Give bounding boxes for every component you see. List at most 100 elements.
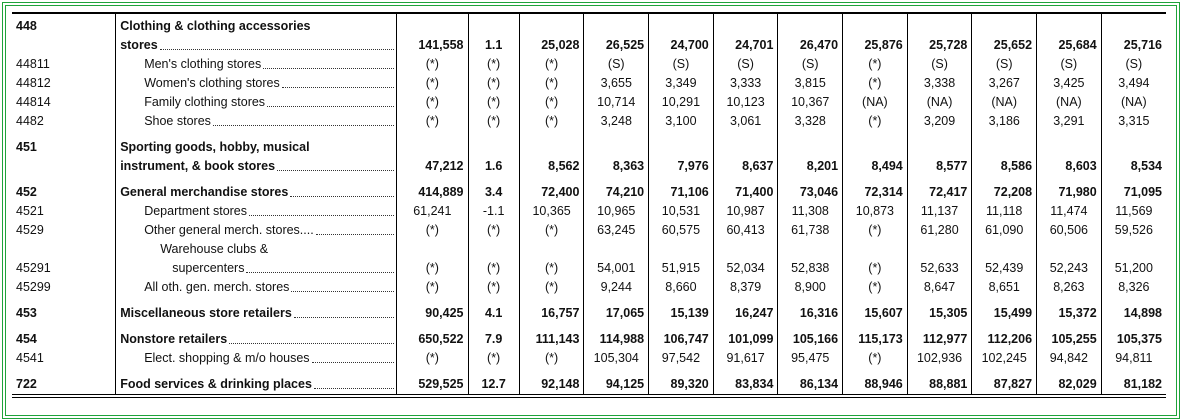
value-cell: 3,291: [1036, 112, 1102, 131]
value-cell: 15,607: [842, 297, 908, 323]
description-text: Elect. shopping & m/o houses: [144, 351, 310, 365]
table-row: 4529 Other general merch. stores.... (*) (*…: [12, 221, 1166, 240]
description-cell: General merchandise stores: [115, 176, 397, 202]
value-cell: 106,747: [648, 323, 714, 349]
value-cell: 112,977: [906, 323, 972, 349]
description-cell: Shoe stores: [115, 112, 397, 131]
value-cell: 88,946: [842, 368, 908, 396]
value-cell: 8,201: [777, 131, 843, 176]
value-cell: 87,827: [971, 368, 1037, 396]
value-cell: 24,701: [712, 13, 778, 55]
leader-dots: [229, 343, 395, 344]
value-cell: 72,400: [518, 176, 584, 202]
description-cell: Men's clothing stores: [115, 55, 397, 74]
description-line: Men's clothing stores: [120, 55, 395, 74]
value-cell: 8,494: [842, 131, 908, 176]
value-cell: 59,526: [1100, 221, 1166, 240]
value-cell: 15,372: [1036, 297, 1102, 323]
value-cell: 10,531: [648, 202, 714, 221]
description-text: Other general merch. stores....: [144, 223, 314, 237]
value-cell: 3.4: [467, 176, 520, 202]
data-table: 448 Clothing & clothing accessories stores…: [12, 12, 1166, 398]
value-cell: 52,633: [906, 240, 972, 278]
description-line: Warehouse clubs &: [120, 240, 394, 259]
value-cell: 1.6: [467, 131, 520, 176]
value-cell: 63,245: [583, 221, 649, 240]
description-line: supercenters: [120, 259, 395, 278]
description-cell: Food services & drinking places: [115, 368, 397, 396]
description-line: Family clothing stores: [120, 93, 395, 112]
code-cell: 4529: [16, 223, 44, 237]
table-row: 722 Food services & drinking places 529,52…: [12, 368, 1166, 396]
value-cell: 16,247: [712, 297, 778, 323]
code-cell: 448: [16, 19, 37, 33]
value-cell: 8,326: [1100, 278, 1166, 297]
value-cell: 414,889: [396, 176, 468, 202]
table-row: 45291 Warehouse clubs & supercenters (*) (*)…: [12, 240, 1166, 278]
leader-dots: [313, 388, 395, 389]
table-row: 4541 Elect. shopping & m/o houses (*) (*) (*…: [12, 349, 1166, 368]
description-cell: All oth. gen. merch. stores: [115, 278, 397, 297]
value-cell: 3,338: [906, 74, 972, 93]
description-cell: Elect. shopping & m/o houses: [115, 349, 397, 368]
value-cell: (S): [906, 55, 972, 74]
value-cell: 81,182: [1100, 368, 1166, 396]
leader-dots: [249, 215, 395, 216]
value-cell: 61,090: [971, 221, 1037, 240]
value-cell: (*): [518, 93, 584, 112]
value-cell: 11,118: [971, 202, 1037, 221]
value-cell: 94,842: [1036, 349, 1102, 368]
value-cell: 15,305: [906, 297, 972, 323]
value-cell: 4.1: [467, 297, 520, 323]
value-cell: 25,028: [518, 13, 584, 55]
value-cell: 11,569: [1100, 202, 1166, 221]
leader-dots: [277, 170, 395, 171]
value-cell: (*): [396, 93, 468, 112]
value-cell: 16,757: [518, 297, 584, 323]
value-cell: (NA): [971, 93, 1037, 112]
value-cell: 3,248: [583, 112, 649, 131]
value-cell: (*): [396, 240, 468, 278]
value-cell: (*): [518, 278, 584, 297]
value-cell: 61,280: [906, 221, 972, 240]
value-cell: 3,333: [712, 74, 778, 93]
value-cell: 25,876: [842, 13, 908, 55]
value-cell: 71,980: [1036, 176, 1102, 202]
description-line: stores: [120, 36, 395, 55]
value-cell: (NA): [906, 93, 972, 112]
value-cell: (*): [396, 349, 468, 368]
code-cell: 452: [16, 185, 37, 199]
description-line: Clothing & clothing accessories: [120, 17, 394, 36]
value-cell: (S): [1036, 55, 1102, 74]
description-line: Food services & drinking places: [120, 375, 395, 394]
value-cell: 94,125: [583, 368, 649, 396]
value-cell: 83,834: [712, 368, 778, 396]
value-cell: 105,304: [583, 349, 649, 368]
value-cell: (*): [518, 240, 584, 278]
value-cell: (*): [842, 74, 908, 93]
value-cell: (*): [467, 93, 520, 112]
value-cell: 25,716: [1100, 13, 1166, 55]
value-cell: 3,061: [712, 112, 778, 131]
value-cell: 71,095: [1100, 176, 1166, 202]
value-cell: (*): [396, 112, 468, 131]
value-cell: (S): [777, 55, 843, 74]
value-cell: (*): [842, 55, 908, 74]
value-cell: 3,209: [906, 112, 972, 131]
description-text: Food services & drinking places: [120, 377, 312, 391]
value-cell: 10,987: [712, 202, 778, 221]
description-cell: Other general merch. stores....: [115, 221, 397, 240]
value-cell: 8,562: [518, 131, 584, 176]
description-text: Men's clothing stores: [144, 57, 262, 71]
description-text: General merchandise stores: [120, 185, 289, 199]
description-line: Other general merch. stores....: [120, 221, 395, 240]
value-cell: (NA): [1036, 93, 1102, 112]
value-cell: 10,714: [583, 93, 649, 112]
value-cell: 82,029: [1036, 368, 1102, 396]
value-cell: (*): [842, 349, 908, 368]
value-cell: 3,494: [1100, 74, 1166, 93]
code-cell: 44812: [16, 76, 51, 90]
value-cell: 3,315: [1100, 112, 1166, 131]
value-cell: 8,363: [583, 131, 649, 176]
